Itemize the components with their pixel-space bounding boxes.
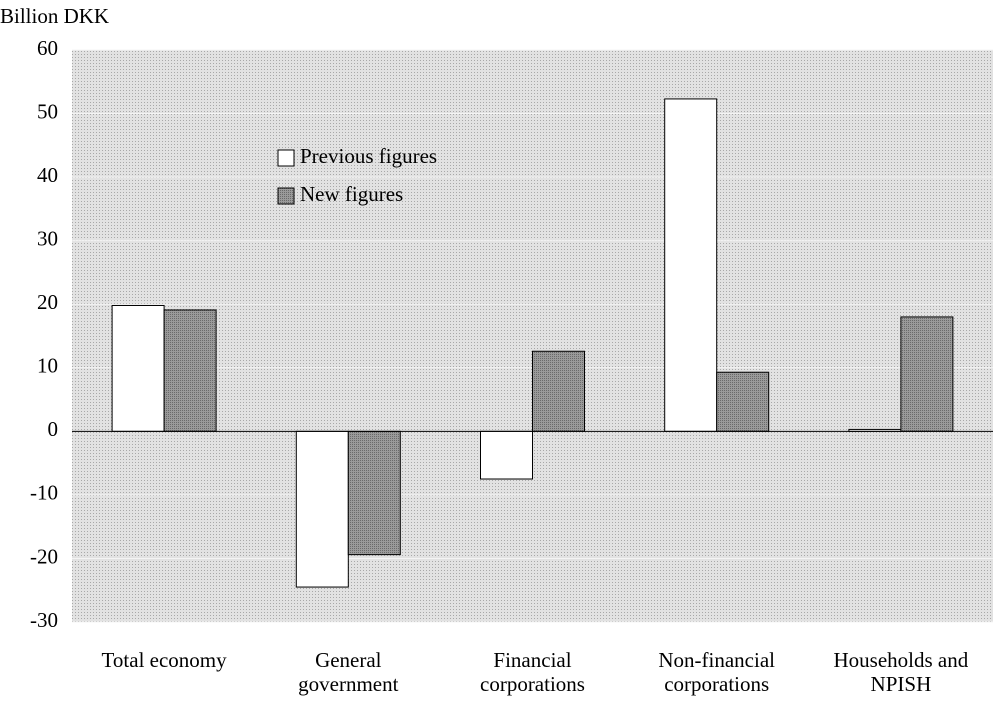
y-tick-label: 60	[37, 36, 58, 60]
bar	[480, 430, 533, 480]
bar	[716, 371, 770, 432]
y-tick-label: 30	[37, 226, 58, 250]
y-tick-label: 10	[37, 354, 58, 378]
legend-label: Previous figures	[300, 144, 437, 168]
bar	[163, 309, 217, 432]
bar	[900, 316, 954, 432]
x-tick-label: Non-financial corporations	[658, 648, 775, 696]
x-tick-label: Total economy	[101, 648, 227, 672]
x-tick-label: General government	[298, 648, 399, 696]
y-tick-label: 50	[37, 99, 58, 123]
bar	[295, 430, 349, 588]
bar	[664, 98, 718, 432]
y-tick-label: -10	[30, 481, 58, 505]
legend-label: New figures	[300, 182, 403, 206]
y-tick-label: 20	[37, 290, 58, 314]
y-axis-label: Billion DKK	[0, 4, 109, 28]
y-tick-label: -20	[30, 544, 58, 568]
bar	[532, 350, 585, 432]
x-tick-label: Financial corporations	[480, 648, 585, 696]
bar	[111, 304, 165, 432]
y-tick-label: 0	[48, 417, 59, 441]
x-tick-label: Households and NPISH	[833, 648, 969, 696]
y-tick-label: -30	[30, 608, 58, 632]
bar	[347, 430, 401, 556]
legend-swatch	[277, 187, 295, 205]
plot-area	[72, 50, 993, 622]
legend-swatch	[277, 149, 295, 167]
y-tick-label: 40	[37, 163, 58, 187]
